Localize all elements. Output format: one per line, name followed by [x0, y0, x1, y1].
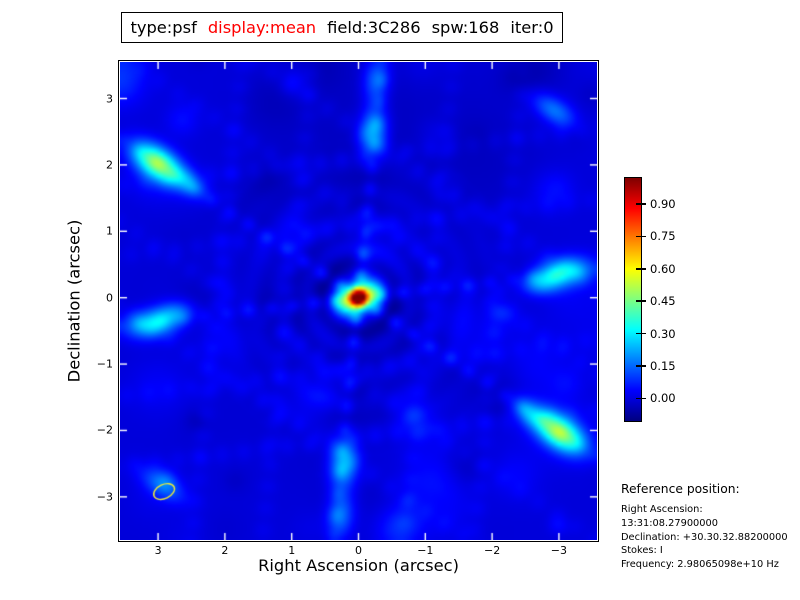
y-tick-label: −1 [96, 357, 113, 371]
colorbar-tick-label: 0.45 [650, 294, 676, 309]
colorbar-tick-label: 0.90 [650, 196, 676, 211]
colorbar-tick-mark [636, 300, 646, 302]
y-tick-label: 1 [106, 224, 113, 238]
colorbar-tick-mark [636, 397, 646, 400]
plot-frame [118, 60, 599, 542]
reference-heading: Reference position: [621, 482, 740, 496]
y-tick-label: 2 [106, 158, 113, 172]
title-box: type:psf display:mean field:3C286 spw:16… [121, 12, 563, 43]
title-segment-type: type:psf [130, 18, 197, 37]
y-tick-label: −2 [96, 423, 113, 437]
colorbar-tick-mark [636, 235, 646, 238]
reference-stokes: Stokes: I [621, 545, 663, 557]
x-tick-label: −2 [484, 544, 501, 557]
reference-position-block: Reference position: Right Ascension: 13:… [621, 482, 800, 572]
colorbar-tick-mark [636, 203, 646, 205]
y-axis-label: Declination (arcsec) [64, 219, 84, 383]
reference-dec: Declination: +30.30.32.88200000 [621, 531, 788, 543]
x-tick-label: 2 [221, 544, 229, 557]
title-segment-display: display:mean [207, 18, 317, 37]
colorbar-tick-label: 0.30 [650, 326, 676, 341]
x-tick-label: 0 [355, 544, 362, 557]
colorbar-tick-mark [636, 332, 646, 335]
y-tick-label: −3 [96, 490, 113, 504]
reference-ra: Right Ascension: 13:31:08.27900000 [621, 504, 718, 529]
title-segment-iter: iter:0 [510, 18, 554, 37]
colorbar-gradient [625, 178, 641, 421]
colorbar-tick-label: 0.15 [650, 358, 676, 373]
x-tick-label: 3 [154, 544, 162, 557]
colorbar [624, 177, 642, 422]
colorbar-tick-label: 0.00 [650, 391, 676, 406]
y-tick-label: 0 [106, 291, 113, 305]
title-segment-spw: spw:168 [431, 18, 500, 37]
reference-frequency: Frequency: 2.98065098e+10 Hz [621, 559, 779, 571]
x-tick-label: −1 [417, 544, 434, 557]
y-tick-label: 3 [106, 92, 113, 105]
colorbar-tick-label: 0.75 [650, 229, 676, 244]
colorbar-tick-mark [636, 268, 646, 270]
colorbar-tick-label: 0.60 [650, 261, 676, 276]
x-tick-label: 1 [288, 544, 296, 557]
psf-image [120, 62, 597, 540]
colorbar-tick-mark [636, 365, 646, 367]
title-segment-field: field:3C286 [327, 18, 421, 37]
x-tick-label: −3 [550, 544, 568, 557]
x-axis-label: Right Ascension (arcsec) [258, 556, 459, 575]
